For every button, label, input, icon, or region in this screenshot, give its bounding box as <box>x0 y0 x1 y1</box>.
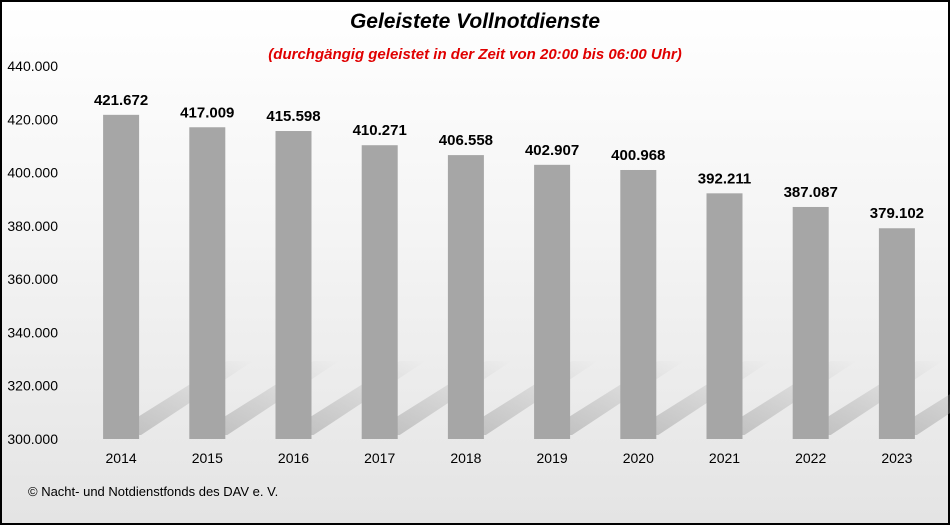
x-tick-label-2018: 2018 <box>450 450 481 466</box>
y-tick-label: 380.000 <box>7 218 58 234</box>
bar-2019 <box>534 164 571 439</box>
bar-2016 <box>275 131 312 439</box>
data-label-2017: 410.271 <box>353 122 407 139</box>
y-tick-label: 300.000 <box>7 431 58 447</box>
y-tick-label: 420.000 <box>7 111 58 127</box>
bar-2015 <box>189 127 226 440</box>
bar-2018 <box>447 155 484 439</box>
x-tick-label-2023: 2023 <box>881 450 912 466</box>
data-label-2015: 417.009 <box>180 104 234 121</box>
bar-2020 <box>620 169 657 439</box>
y-tick-label: 440.000 <box>7 58 58 74</box>
y-tick-label: 320.000 <box>7 378 58 394</box>
chart-subtitle: (durchgängig geleistet in der Zeit von 2… <box>268 46 682 63</box>
bar-2021 <box>706 193 743 439</box>
x-tick-label-2022: 2022 <box>795 450 826 466</box>
x-tick-label-2014: 2014 <box>106 450 137 466</box>
data-label-2022: 387.087 <box>784 184 838 201</box>
x-tick-label-2019: 2019 <box>537 450 568 466</box>
y-tick-label: 340.000 <box>7 324 58 340</box>
data-label-2014: 421.672 <box>94 92 148 109</box>
x-tick-label-2015: 2015 <box>192 450 223 466</box>
copyright-notice: © Nacht- und Notdienstfonds des DAV e. V… <box>28 484 279 499</box>
x-tick-label-2017: 2017 <box>364 450 395 466</box>
bar-2014 <box>103 114 140 440</box>
x-tick-label-2021: 2021 <box>709 450 740 466</box>
data-label-2021: 392.211 <box>698 170 751 187</box>
chart-title: Geleistete Vollnotdienste <box>349 10 601 33</box>
bar-2023 <box>878 228 915 439</box>
bar-2017 <box>361 145 398 439</box>
y-tick-label: 400.000 <box>7 165 58 181</box>
data-label-2023: 379.102 <box>870 205 924 222</box>
data-label-2020: 400.968 <box>611 147 665 164</box>
y-tick-label: 360.000 <box>7 271 58 287</box>
x-tick-label-2020: 2020 <box>623 450 654 466</box>
data-label-2019: 402.907 <box>525 142 579 159</box>
x-tick-label-2016: 2016 <box>278 450 309 466</box>
data-label-2016: 415.598 <box>266 108 320 125</box>
data-label-2018: 406.558 <box>439 132 493 149</box>
bar-2022 <box>792 206 829 439</box>
